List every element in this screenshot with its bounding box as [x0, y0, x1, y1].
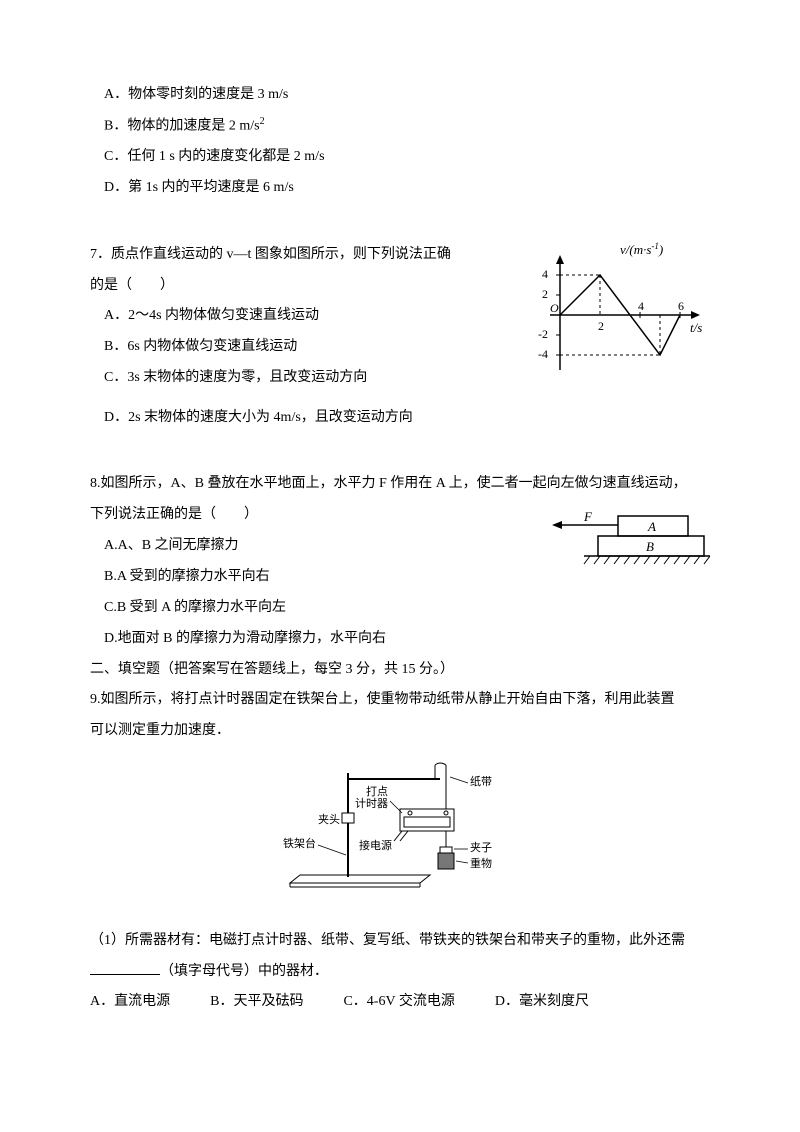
label-clip: 夹子 — [470, 841, 492, 854]
label-tape: 纸带 — [470, 775, 492, 788]
graph-ylabel-post: ) — [658, 242, 663, 257]
q9-opt-b: B．天平及砝码 — [210, 987, 303, 1018]
origin-label: O — [550, 301, 559, 315]
q7-stem-line1: 7．质点作直线运动的 v—t 图象如图所示，则下列说法正确 — [90, 240, 520, 271]
ytick-2: 2 — [542, 287, 548, 301]
q8-opt-d: D.地面对 B 的摩擦力为滑动摩擦力，水平向右 — [104, 624, 710, 655]
svg-text:v/(m·s-1): v/(m·s-1) — [620, 241, 663, 257]
q9-sub1-line1: （1）所需器材有：电磁打点计时器、纸带、复写纸、带铁夹的铁架台和带夹子的重物，此… — [90, 926, 710, 957]
q9-blank[interactable] — [90, 960, 160, 975]
q7-opt-c: C．3s 末物体的速度为零，且改变运动方向 — [104, 363, 520, 394]
q6-opt-b-text: B．物体的加速度是 2 m/s — [104, 118, 260, 133]
label-clamp: 夹头 — [318, 813, 340, 826]
xtick-4: 4 — [638, 299, 644, 313]
q9-opt-a: A．直流电源 — [90, 987, 170, 1018]
xtick-6: 6 — [678, 299, 684, 313]
graph-xlabel: t/s — [690, 320, 702, 335]
label-stand: 铁架台 — [283, 836, 316, 850]
q8-blocks-figure: F A B — [540, 510, 710, 593]
q7-opt-d: D．2s 末物体的速度大小为 4m/s，且改变运动方向 — [104, 403, 710, 434]
q9-apparatus-figure: 打点 计时器 夹头 铁架台 接电源 纸带 夹子 重物 — [90, 755, 710, 918]
section-2-header: 二、填空题（把答案写在答题线上，每空 3 分，共 15 分。） — [90, 655, 710, 686]
q9-opt-d: D．毫米刻度尺 — [495, 987, 589, 1018]
q7-opt-b: B．6s 内物体做匀变速直线运动 — [104, 332, 520, 363]
q6-opt-c: C．任何 1 s 内的速度变化都是 2 m/s — [104, 142, 710, 173]
q9-sub1-line2: （填字母代号）中的器材． — [90, 957, 710, 988]
q6-opt-a: A．物体零时刻的速度是 3 m/s — [104, 80, 710, 111]
q8-opt-c: C.B 受到 A 的摩擦力水平向左 — [104, 593, 710, 624]
q6-opt-b-sup: 2 — [260, 116, 265, 127]
label-timer1: 打点 — [366, 784, 388, 798]
q7-vt-graph: v/(m·s-1) 4 2 -2 -4 — [520, 240, 710, 403]
q9-stem-line1: 9.如图所示，将打点计时器固定在铁架台上，使重物带动纸带从静止开始自由下落，利用… — [90, 685, 710, 716]
label-timer2: 计时器 — [355, 797, 388, 810]
ytick-n4: -4 — [538, 347, 548, 361]
graph-ylabel-pre: v/(m·s — [620, 242, 651, 257]
q8-opt-a: A.A、B 之间无摩擦力 — [104, 531, 540, 562]
q9-sub1-post: （填字母代号）中的器材． — [160, 964, 328, 979]
graph-ylabel-sup: -1 — [651, 241, 659, 251]
q8-stem-line2: 下列说法正确的是（ ） — [90, 500, 540, 531]
box-a-label: A — [647, 519, 656, 534]
q9-stem-line2: 可以测定重力加速度． — [90, 716, 710, 747]
q9-opt-c: C．4-6V 交流电源 — [343, 987, 454, 1018]
box-b-label: B — [646, 539, 654, 554]
label-power: 接电源 — [359, 838, 392, 852]
q8-stem-line1: 8.如图所示，A、B 叠放在水平地面上，水平力 F 作用在 A 上，使二者一起向… — [90, 469, 710, 500]
ytick-4: 4 — [542, 267, 548, 281]
q6-opt-d: D．第 1s 内的平均速度是 6 m/s — [104, 173, 710, 204]
ytick-n2: -2 — [538, 327, 548, 341]
q8-opt-b: B.A 受到的摩擦力水平向右 — [104, 562, 540, 593]
force-label: F — [583, 510, 593, 524]
label-weight: 重物 — [470, 856, 492, 870]
q6-opt-b: B．物体的加速度是 2 m/s2 — [104, 111, 710, 142]
xtick-2: 2 — [598, 319, 604, 333]
q7-opt-a: A．2～4s 内物体做匀变速直线运动 — [104, 301, 520, 332]
q7-stem-line2: 的是（ ） — [90, 271, 520, 302]
